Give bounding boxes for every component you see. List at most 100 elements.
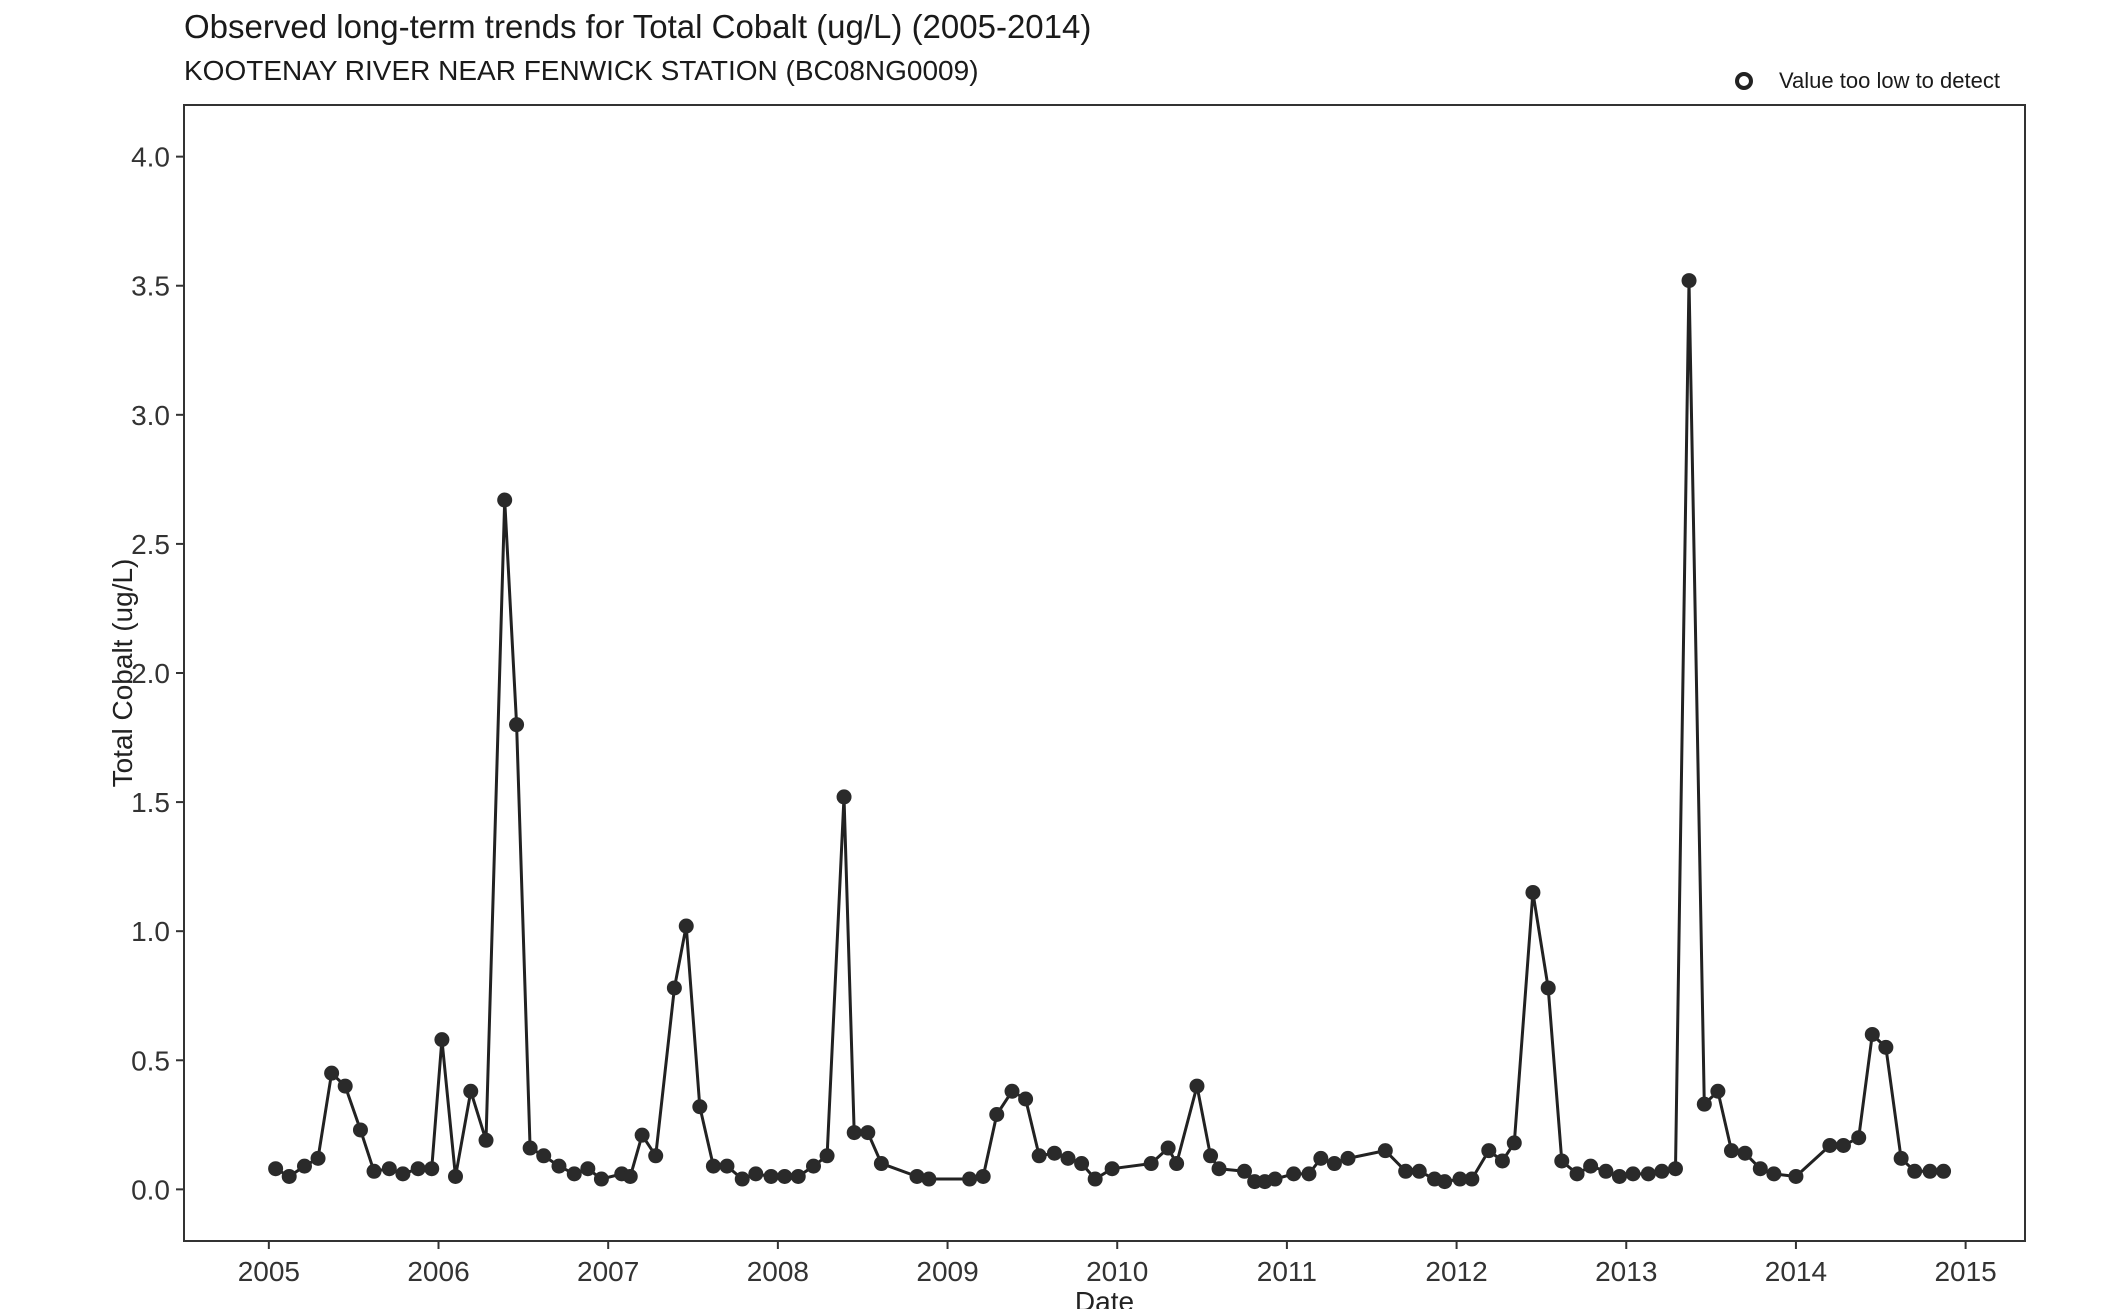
y-tick-label: 0.5 — [131, 1045, 170, 1076]
data-point — [1525, 884, 1541, 900]
data-point — [1766, 1166, 1782, 1182]
data-point — [1074, 1156, 1090, 1172]
chart-subtitle: KOOTENAY RIVER NEAR FENWICK STATION (BC0… — [184, 55, 979, 86]
chart-title: Observed long-term trends for Total Coba… — [184, 8, 1092, 45]
y-tick-label: 1.5 — [131, 787, 170, 818]
data-point — [410, 1161, 426, 1177]
data-point — [1667, 1161, 1683, 1177]
data-point — [424, 1161, 440, 1177]
data-point — [989, 1106, 1005, 1122]
data-point — [1554, 1153, 1570, 1169]
x-tick-label: 2011 — [1257, 1256, 1317, 1287]
data-point — [296, 1158, 312, 1174]
x-tick-label: 2008 — [747, 1256, 809, 1287]
data-point — [648, 1148, 664, 1164]
data-point — [860, 1125, 876, 1141]
data-point — [1851, 1130, 1867, 1146]
x-tick-label: 2015 — [1934, 1256, 1996, 1287]
data-point — [1625, 1166, 1641, 1182]
data-point — [1018, 1091, 1034, 1107]
data-point — [509, 717, 525, 733]
data-point — [1452, 1171, 1468, 1187]
plot-panel — [183, 104, 2026, 1242]
data-point — [1326, 1156, 1342, 1172]
data-point — [1301, 1166, 1317, 1182]
data-point — [536, 1148, 552, 1164]
data-point — [580, 1161, 596, 1177]
data-point — [1640, 1166, 1656, 1182]
x-tick-label: 2007 — [577, 1256, 639, 1287]
data-point — [962, 1171, 978, 1187]
data-point — [909, 1168, 925, 1184]
data-point — [1822, 1137, 1838, 1153]
data-point — [692, 1099, 708, 1115]
data-point — [777, 1168, 793, 1184]
data-point — [1060, 1150, 1076, 1166]
data-point — [1203, 1148, 1219, 1164]
data-point — [1654, 1163, 1670, 1179]
open-circle-legend-icon — [1735, 72, 1753, 90]
data-point — [1723, 1143, 1739, 1159]
y-tick-label: 2.5 — [131, 529, 170, 560]
data-point — [1160, 1140, 1176, 1156]
y-axis-title: Total Cobalt (ug/L) — [107, 559, 138, 788]
data-point — [395, 1166, 411, 1182]
data-point — [1611, 1168, 1627, 1184]
data-point — [921, 1171, 937, 1187]
data-point — [337, 1078, 353, 1094]
data-point — [366, 1163, 382, 1179]
data-point — [1313, 1150, 1329, 1166]
data-point — [1236, 1163, 1252, 1179]
data-point — [1681, 273, 1697, 289]
y-tick-label: 3.0 — [131, 400, 170, 431]
data-point — [1377, 1143, 1393, 1159]
data-point — [678, 918, 694, 934]
data-point — [352, 1122, 368, 1138]
y-tick-label: 4.0 — [131, 142, 170, 173]
data-point — [1398, 1163, 1414, 1179]
data-point — [1583, 1158, 1599, 1174]
data-point — [1907, 1163, 1923, 1179]
legend: Value too low to detect — [1735, 68, 2000, 94]
data-point — [1864, 1026, 1880, 1042]
data-point — [1893, 1150, 1909, 1166]
data-point — [836, 789, 852, 805]
data-point — [846, 1125, 862, 1141]
data-point — [1004, 1083, 1020, 1099]
data-point — [268, 1161, 284, 1177]
data-point — [1286, 1166, 1302, 1182]
data-point — [1788, 1168, 1804, 1184]
data-point — [1046, 1145, 1062, 1161]
data-point — [1540, 980, 1556, 996]
data-point — [1031, 1148, 1047, 1164]
data-point — [1464, 1171, 1480, 1187]
x-axis-title: Date — [1075, 1286, 1134, 1309]
data-point — [806, 1158, 822, 1174]
data-point — [1922, 1163, 1938, 1179]
data-point — [1104, 1161, 1120, 1177]
data-point — [434, 1032, 450, 1048]
x-axis: 2005 2006 2007 2008 2009 2010 2011 2012 2013 2014… — [238, 1241, 1997, 1287]
data-point — [790, 1168, 806, 1184]
data-point — [622, 1168, 638, 1184]
data-point — [705, 1158, 721, 1174]
data-point — [463, 1083, 479, 1099]
y-tick-label: 0.0 — [131, 1174, 170, 1205]
data-point — [593, 1171, 609, 1187]
data-point — [1143, 1156, 1159, 1172]
x-tick-label: 2009 — [916, 1256, 978, 1287]
data-point — [1936, 1163, 1952, 1179]
data-point — [447, 1168, 463, 1184]
data-point — [748, 1166, 764, 1182]
data-point — [281, 1168, 297, 1184]
data-point — [1752, 1161, 1768, 1177]
data-points — [268, 273, 1952, 1190]
data-point — [1598, 1163, 1614, 1179]
data-point — [478, 1132, 494, 1148]
data-point — [381, 1161, 397, 1177]
x-tick-label: 2014 — [1765, 1256, 1827, 1287]
data-point — [324, 1065, 340, 1081]
data-point — [1437, 1174, 1453, 1190]
data-point — [1087, 1171, 1103, 1187]
